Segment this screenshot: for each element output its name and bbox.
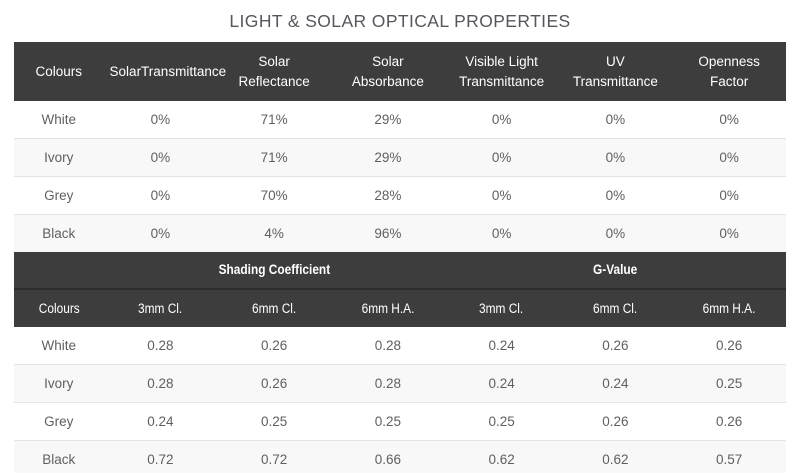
value-cell: 0.26 xyxy=(715,338,743,353)
value-cell: 0.25 xyxy=(672,364,786,403)
value-cell: 0% xyxy=(558,176,673,215)
value-cell: 0% xyxy=(491,112,512,127)
table-row-black: Black 0% 4% 96% 0% 0% 0% xyxy=(14,214,786,252)
page-title: LIGHT & SOLAR OPTICAL PROPERTIES xyxy=(229,11,571,31)
value-cell: 0% xyxy=(719,112,739,127)
value-cell: 0% xyxy=(558,138,673,177)
table-row-black: Black 0.72 0.72 0.66 0.62 0.62 0.57 xyxy=(14,440,786,473)
value-cell: 0.25 xyxy=(217,402,332,441)
colour-cell: Ivory xyxy=(14,364,104,403)
value-cell: 29% xyxy=(374,112,402,127)
tables-container: Colours SolarTransmittance Solar Reflect… xyxy=(14,42,786,473)
value-cell: 0% xyxy=(444,214,559,252)
header-row: Colours SolarTransmittance Solar Reflect… xyxy=(14,42,786,101)
group-header-empty xyxy=(14,252,104,290)
colour-cell: Black xyxy=(14,214,104,252)
colour-cell: White xyxy=(41,338,77,353)
value-cell: 0.28 xyxy=(374,338,402,353)
value-cell: 0% xyxy=(150,112,171,127)
value-cell: 0.28 xyxy=(103,364,218,403)
shading-gvalue-body: White 0.28 0.26 0.28 0.24 0.26 0.26 Ivor… xyxy=(14,327,786,473)
value-cell: 0.24 xyxy=(488,338,515,353)
value-cell: 0% xyxy=(672,138,786,177)
value-cell: 0.26 xyxy=(558,402,673,441)
group-header-label: G-Value xyxy=(593,262,638,277)
colour-cell: Ivory xyxy=(14,138,104,177)
value-cell: 0.57 xyxy=(672,440,786,473)
column-header-solar-reflectance: Solar Reflectance xyxy=(217,42,332,101)
value-cell: 70% xyxy=(217,176,332,215)
optical-table-body: White 0% 71% 29% 0% 0% 0% Ivory 0% 71% 2… xyxy=(14,101,786,252)
group-header-row: Shading Coefficient G-Value xyxy=(14,252,786,290)
value-cell: 0% xyxy=(672,176,786,215)
column-header-uv-transmittance: UV Transmittance xyxy=(558,42,673,101)
column-header-colours: Colours xyxy=(14,42,104,101)
colour-cell: Grey xyxy=(14,176,104,215)
value-cell: 0% xyxy=(103,214,218,252)
column-header-gv-6mm-cl: 6mm Cl. xyxy=(558,288,673,327)
group-header-g-value: G-Value xyxy=(444,252,786,290)
group-header-shading-coefficient: Shading Coefficient xyxy=(103,252,445,290)
column-header-gv-6mm-ha: 6mm H.A. xyxy=(672,288,786,327)
value-cell: 0% xyxy=(558,214,673,252)
shading-gvalue-header: Shading Coefficient G-Value Colours 3mm … xyxy=(14,252,786,327)
sub-header-row: Colours 3mm Cl. 6mm Cl. 6mm H.A. 3mm Cl.… xyxy=(14,288,786,327)
value-cell: 0.26 xyxy=(672,402,786,441)
table-row-white: White 0.28 0.26 0.28 0.24 0.26 0.26 xyxy=(14,327,786,365)
column-header-solar-absorbance: Solar Absorbance xyxy=(331,42,445,101)
value-cell: 0.66 xyxy=(331,440,445,473)
value-cell: 29% xyxy=(331,138,445,177)
table-row-white: White 0% 71% 29% 0% 0% 0% xyxy=(14,101,786,139)
table-row-grey: Grey 0.24 0.25 0.25 0.25 0.26 0.26 xyxy=(14,402,786,441)
value-cell: 0.26 xyxy=(217,364,332,403)
optical-table-header: Colours SolarTransmittance Solar Reflect… xyxy=(14,42,786,101)
value-cell: 0.25 xyxy=(331,402,445,441)
value-cell: 28% xyxy=(331,176,445,215)
table-row-ivory: Ivory 0% 71% 29% 0% 0% 0% xyxy=(14,138,786,177)
colour-cell: Black xyxy=(14,440,104,473)
column-header-openness-factor: Openness Factor xyxy=(672,42,786,101)
value-cell: 4% xyxy=(217,214,332,252)
column-header-sc-6mm-ha: 6mm H.A. xyxy=(331,288,445,327)
column-header-gv-3mm-cl: 3mm Cl. xyxy=(444,288,559,327)
value-cell: 0.28 xyxy=(147,338,174,353)
value-cell: 0.62 xyxy=(558,440,673,473)
value-cell: 0.25 xyxy=(444,402,559,441)
value-cell: 0% xyxy=(444,138,559,177)
colour-cell: White xyxy=(41,112,77,127)
value-cell: 0% xyxy=(103,138,218,177)
value-cell: 0.62 xyxy=(444,440,559,473)
value-cell: 0.26 xyxy=(261,338,288,353)
column-header-colours: Colours xyxy=(14,288,104,327)
colour-cell: Grey xyxy=(14,402,104,441)
value-cell: 0% xyxy=(444,176,559,215)
column-header-sc-6mm-cl: 6mm Cl. xyxy=(217,288,332,327)
value-cell: 96% xyxy=(331,214,445,252)
value-cell: 0.28 xyxy=(331,364,445,403)
optical-properties-table: Colours SolarTransmittance Solar Reflect… xyxy=(14,42,786,252)
value-cell: 0.72 xyxy=(217,440,332,473)
value-cell: 0.72 xyxy=(103,440,218,473)
column-header-solar-transmittance: SolarTransmittance xyxy=(103,42,226,101)
value-cell: 0.26 xyxy=(602,338,629,353)
group-header-label: Shading Coefficient xyxy=(218,262,330,277)
value-cell: 0% xyxy=(672,214,786,252)
table-row-grey: Grey 0% 70% 28% 0% 0% 0% xyxy=(14,176,786,215)
table-row-ivory: Ivory 0.28 0.26 0.28 0.24 0.24 0.25 xyxy=(14,364,786,403)
value-cell: 0.24 xyxy=(558,364,673,403)
value-cell: 71% xyxy=(260,112,288,127)
column-header-visible-light-transmittance: Visible Light Transmittance xyxy=(444,42,559,101)
value-cell: 71% xyxy=(217,138,332,177)
value-cell: 0.24 xyxy=(103,402,218,441)
column-header-sc-3mm-cl: 3mm Cl. xyxy=(103,288,218,327)
shading-gvalue-table: Shading Coefficient G-Value Colours 3mm … xyxy=(14,252,786,473)
value-cell: 0% xyxy=(103,176,218,215)
value-cell: 0% xyxy=(605,112,626,127)
value-cell: 0.24 xyxy=(444,364,559,403)
